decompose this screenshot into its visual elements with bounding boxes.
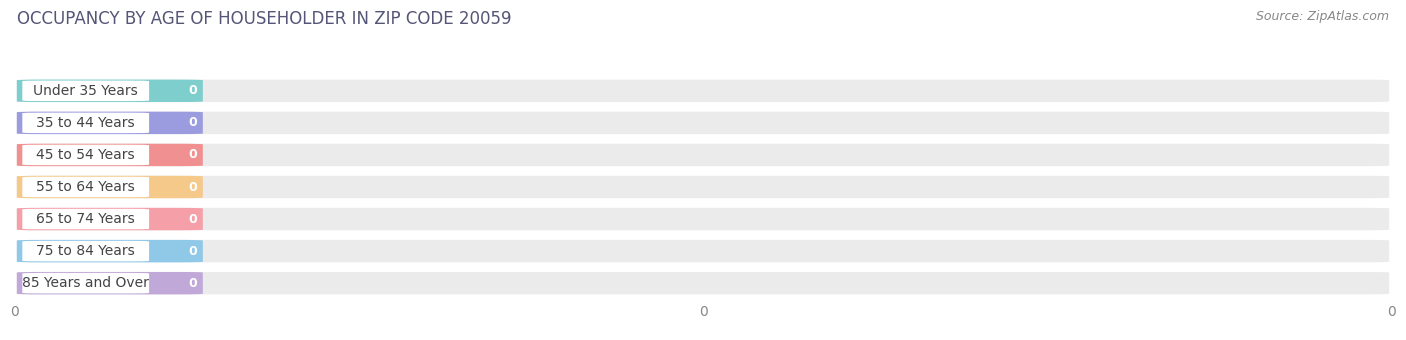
FancyBboxPatch shape [17,80,202,102]
FancyBboxPatch shape [22,273,149,293]
FancyBboxPatch shape [17,176,1389,198]
Text: Under 35 Years: Under 35 Years [34,84,138,98]
FancyBboxPatch shape [17,240,1389,262]
FancyBboxPatch shape [17,80,1389,102]
FancyBboxPatch shape [22,209,149,229]
FancyBboxPatch shape [17,272,1389,294]
Text: 0: 0 [188,212,198,225]
FancyBboxPatch shape [17,208,1389,230]
FancyBboxPatch shape [17,272,202,294]
FancyBboxPatch shape [22,81,149,101]
Text: 45 to 54 Years: 45 to 54 Years [37,148,135,162]
FancyBboxPatch shape [22,241,149,261]
FancyBboxPatch shape [22,145,149,165]
Text: 65 to 74 Years: 65 to 74 Years [37,212,135,226]
Text: 0: 0 [188,149,198,162]
Text: 0: 0 [188,116,198,130]
FancyBboxPatch shape [22,177,149,197]
FancyBboxPatch shape [17,112,202,134]
FancyBboxPatch shape [17,240,202,262]
Text: Source: ZipAtlas.com: Source: ZipAtlas.com [1256,10,1389,23]
Text: 55 to 64 Years: 55 to 64 Years [37,180,135,194]
Text: 0: 0 [188,244,198,258]
Text: 0: 0 [188,277,198,290]
Text: 35 to 44 Years: 35 to 44 Years [37,116,135,130]
FancyBboxPatch shape [17,208,202,230]
Text: 0: 0 [188,84,198,97]
Text: 0: 0 [188,181,198,193]
Text: OCCUPANCY BY AGE OF HOUSEHOLDER IN ZIP CODE 20059: OCCUPANCY BY AGE OF HOUSEHOLDER IN ZIP C… [17,10,512,28]
Text: 85 Years and Over: 85 Years and Over [22,276,149,290]
Text: 75 to 84 Years: 75 to 84 Years [37,244,135,258]
FancyBboxPatch shape [17,176,202,198]
FancyBboxPatch shape [17,112,1389,134]
FancyBboxPatch shape [22,113,149,133]
FancyBboxPatch shape [17,144,1389,166]
FancyBboxPatch shape [17,144,202,166]
